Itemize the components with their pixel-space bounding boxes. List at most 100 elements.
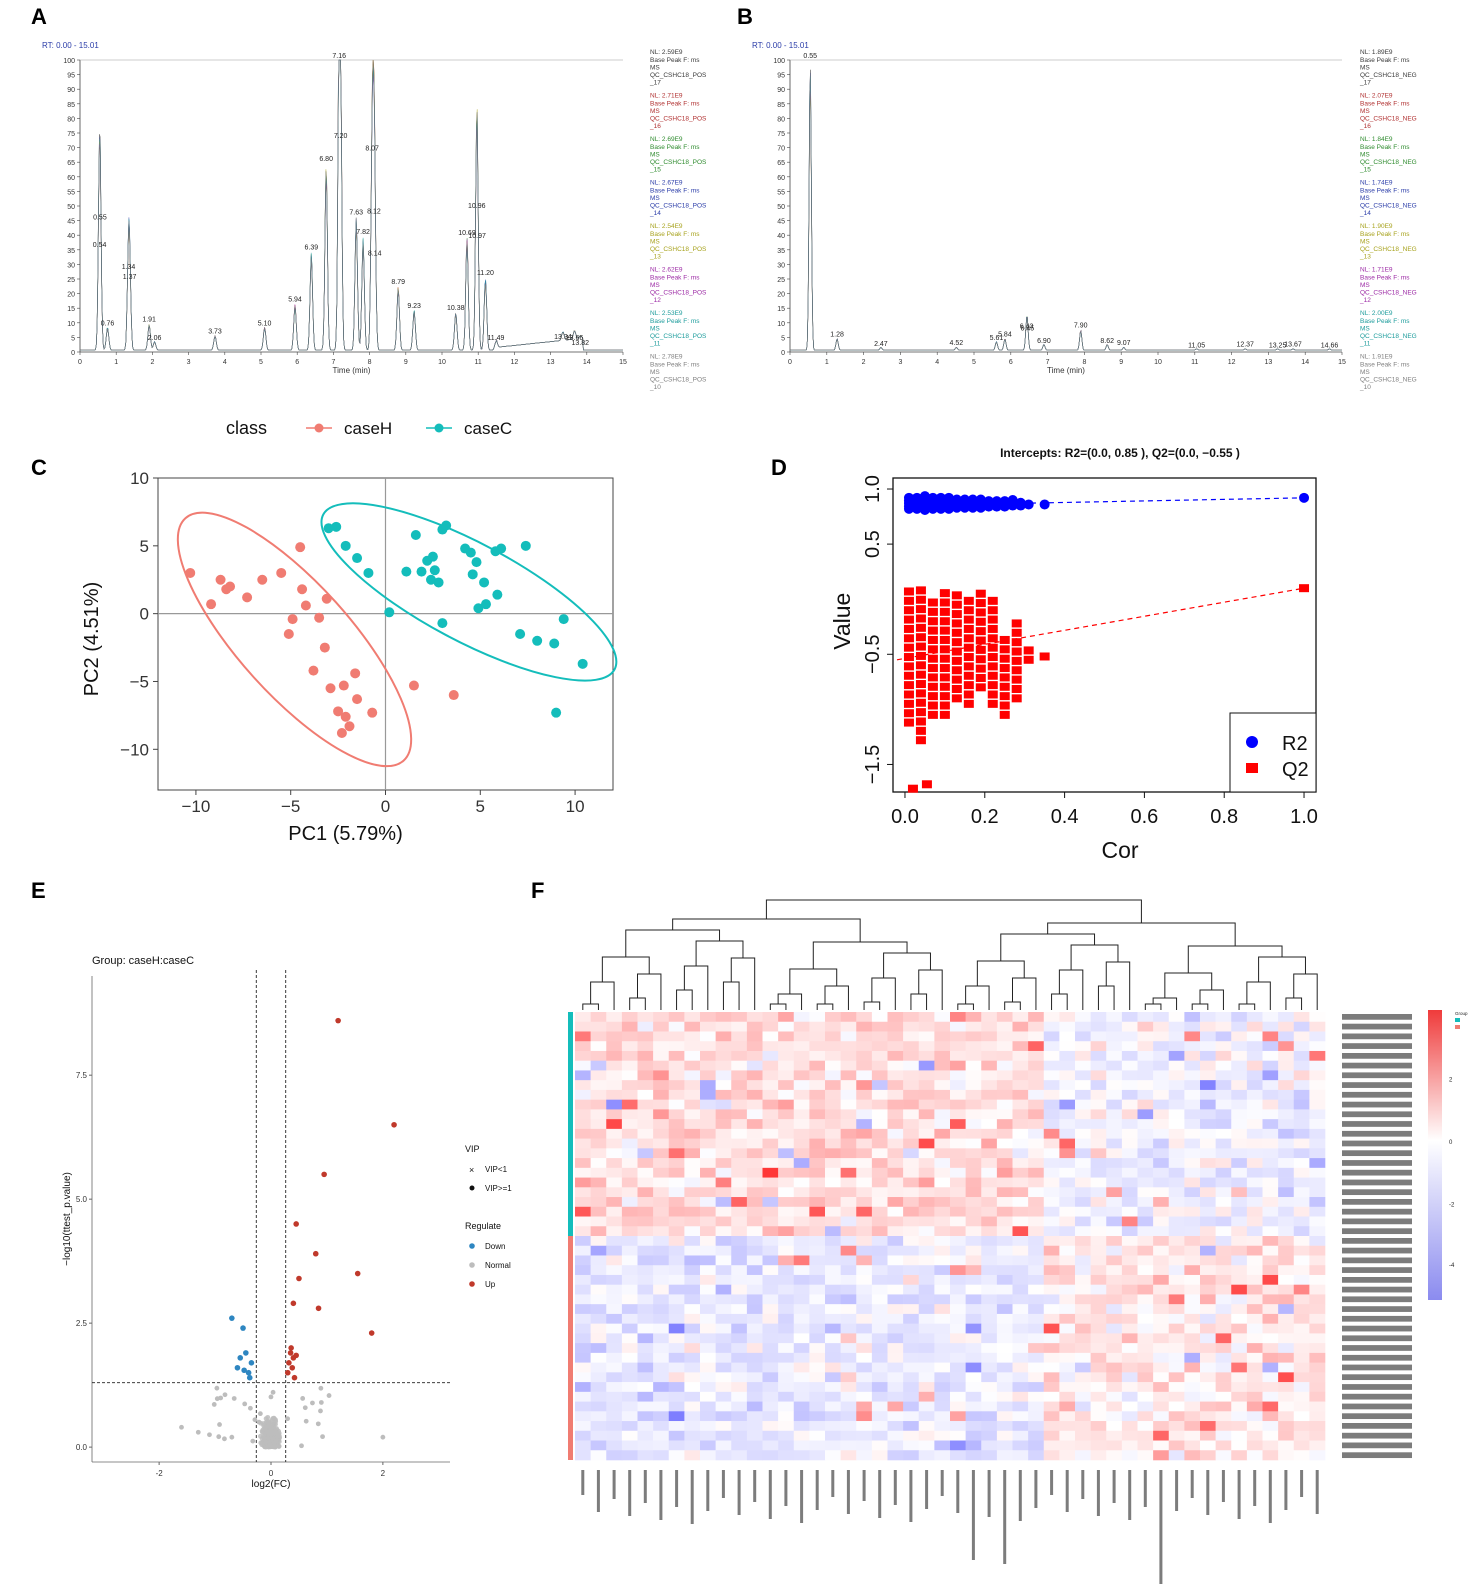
heatmap-cell <box>1153 1050 1170 1061</box>
heatmap-cell <box>903 1274 920 1285</box>
heatmap-cell <box>809 1041 826 1052</box>
heatmap-cell <box>793 1450 810 1461</box>
heatmap-cell <box>1059 1362 1076 1373</box>
heatmap-cell <box>1246 1080 1263 1091</box>
heatmap-cell <box>981 1333 998 1344</box>
heatmap-cell <box>934 1372 951 1383</box>
heatmap-cell <box>996 1382 1013 1393</box>
heatmap-cell <box>934 1070 951 1081</box>
heatmap-cell <box>1309 1158 1326 1169</box>
heatmap-cell <box>903 1372 920 1383</box>
heatmap-cell <box>825 1070 841 1081</box>
heatmap-cell <box>903 1304 920 1315</box>
heatmap-cell <box>825 1226 841 1237</box>
heatmap-cell <box>1293 1060 1310 1071</box>
heatmap-cell <box>903 1440 920 1451</box>
q2-point <box>987 643 998 652</box>
heatmap-cell <box>621 1197 638 1208</box>
heatmap-cell <box>1184 1421 1201 1432</box>
y-tick-label: 30 <box>777 262 785 269</box>
heatmap-cell <box>1184 1401 1201 1412</box>
heatmap-cell <box>840 1128 857 1139</box>
heatmap-cell <box>981 1216 998 1227</box>
heatmap-cell <box>1184 1070 1201 1081</box>
heatmap-cell <box>793 1284 810 1295</box>
heatmap-cell <box>903 1362 920 1373</box>
legend-nl: NL: 1.89E9 <box>1360 49 1393 56</box>
q2-point <box>999 701 1010 710</box>
caseH-point <box>206 599 217 610</box>
legend-text: _14 <box>1359 210 1371 217</box>
heatmap-cell <box>871 1012 888 1023</box>
heatmap-cell <box>950 1128 966 1139</box>
heatmap-cell <box>1231 1041 1248 1052</box>
heatmap-cell <box>684 1119 701 1130</box>
heatmap-cell <box>1200 1041 1216 1052</box>
heatmap-cell <box>1246 1236 1263 1247</box>
heatmap-cell <box>918 1362 935 1373</box>
heatmap-cell <box>762 1274 779 1285</box>
heatmap-cell <box>918 1119 935 1130</box>
heatmap-cell <box>575 1138 591 1149</box>
heatmap-cell <box>981 1089 998 1100</box>
heatmap-cell <box>856 1128 873 1139</box>
peak-label: 7.63 <box>349 210 363 217</box>
heatmap-cell <box>1028 1187 1045 1198</box>
peak-label: 6.39 <box>305 245 319 252</box>
heatmap-cell <box>950 1391 966 1402</box>
heatmap-cell <box>1246 1206 1263 1217</box>
heatmap-cell <box>840 1216 857 1227</box>
heatmap-cell <box>1168 1284 1185 1295</box>
heatmap-cell <box>700 1158 716 1169</box>
group-legend-title: Group <box>1455 1011 1468 1016</box>
heatmap-cell <box>575 1284 591 1295</box>
heatmap-cell <box>778 1245 795 1256</box>
heatmap-cell <box>903 1382 920 1393</box>
heatmap-cell <box>1262 1031 1279 1042</box>
heatmap-cell <box>887 1099 904 1110</box>
heatmap-cell <box>590 1284 607 1295</box>
heatmap-cell <box>621 1450 638 1461</box>
heatmap-cell <box>762 1236 779 1247</box>
heatmap-cell <box>1293 1333 1310 1344</box>
legend-text: QC_CSHC18_NEG <box>1360 72 1417 79</box>
heatmap-cell <box>918 1050 935 1061</box>
heatmap-cell <box>1262 1430 1279 1441</box>
heatmap-cell <box>809 1372 826 1383</box>
class-legend-item: caseC <box>464 419 512 438</box>
heatmap-cell <box>1246 1158 1263 1169</box>
heatmap-cell <box>1090 1012 1107 1023</box>
r2-point <box>1007 495 1018 506</box>
heatmap-cell <box>1106 1089 1123 1100</box>
heatmap-cell <box>746 1284 763 1295</box>
heatmap-cell <box>1028 1411 1045 1422</box>
heatmap-cell <box>700 1177 716 1188</box>
heatmap-cell <box>1059 1119 1076 1130</box>
heatmap-cell <box>918 1440 935 1451</box>
heatmap-cell <box>637 1323 654 1334</box>
down-point <box>241 1367 247 1374</box>
q2-point <box>939 701 950 710</box>
heatmap-cell <box>1184 1255 1201 1266</box>
heatmap-cell <box>981 1197 998 1208</box>
heatmap-cell <box>871 1304 888 1315</box>
heatmap-cell <box>934 1382 951 1393</box>
heatmap-cell <box>1137 1216 1154 1227</box>
heatmap-cell <box>1106 1080 1123 1091</box>
legend-nl: NL: 2.53E9 <box>650 310 683 317</box>
heatmap-cell <box>606 1206 623 1217</box>
row-label-placeholder <box>1342 1082 1412 1088</box>
heatmap-cell <box>1168 1323 1185 1334</box>
q2-point <box>939 664 950 673</box>
x-tick-label: 2 <box>862 359 866 366</box>
heatmap-cell <box>1028 1333 1045 1344</box>
heatmap-cell <box>715 1421 732 1432</box>
heatmap-cell <box>918 1401 935 1412</box>
heatmap-cell <box>684 1245 701 1256</box>
trace-line <box>790 89 1342 351</box>
heatmap-cell <box>590 1128 607 1139</box>
heatmap-cell <box>590 1401 607 1412</box>
heatmap-cell <box>887 1352 904 1363</box>
heatmap-cell <box>621 1177 638 1188</box>
heatmap-cell <box>731 1041 748 1052</box>
